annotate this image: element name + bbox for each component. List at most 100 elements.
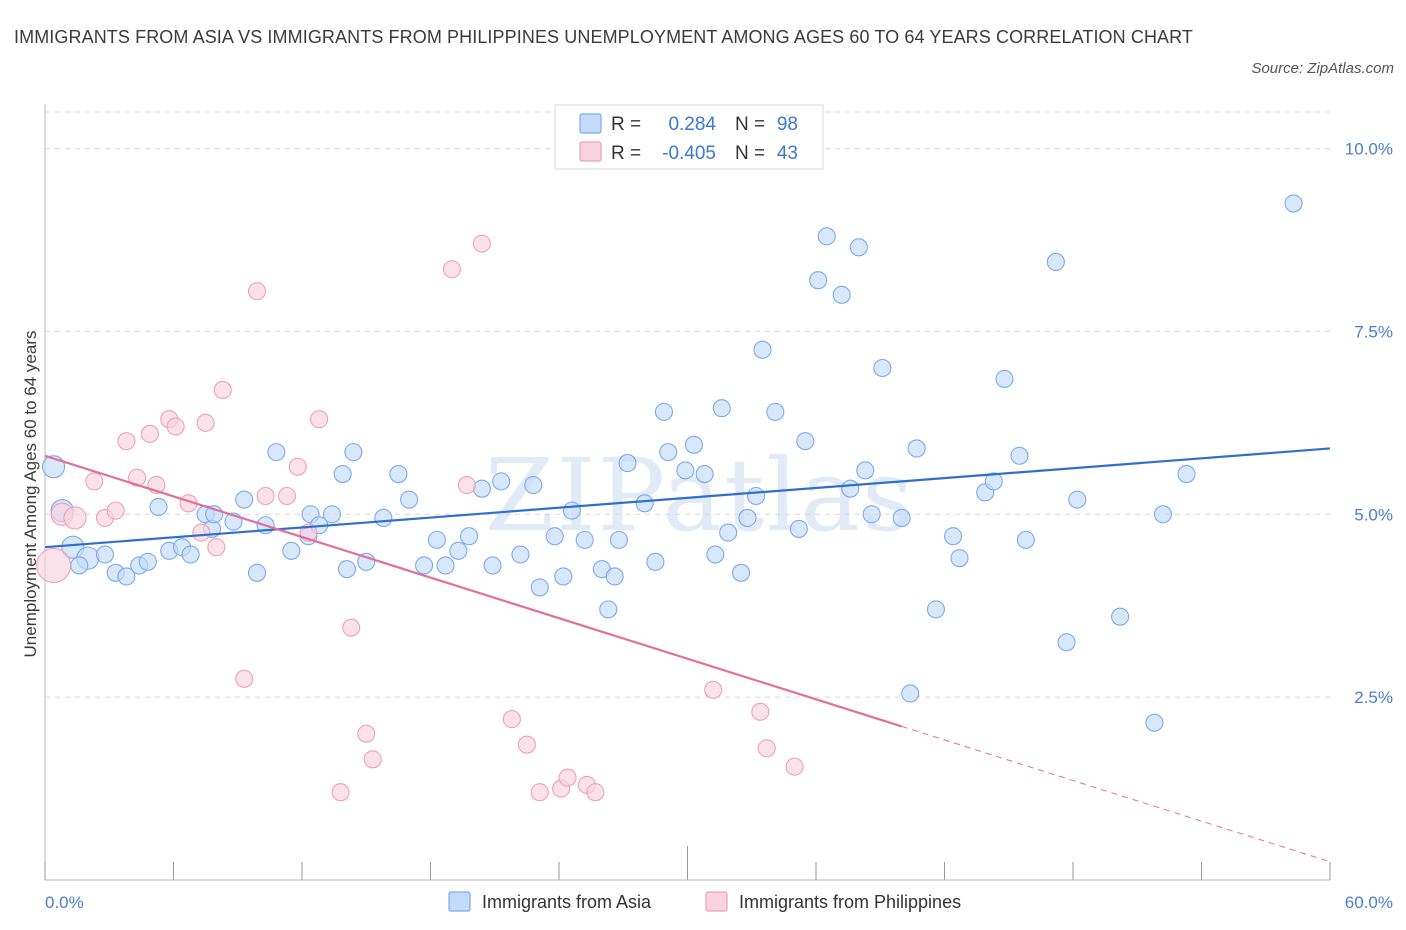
asia-point-45 [545, 527, 564, 546]
trend-line-asia [44, 447, 1331, 549]
asia-point-82 [926, 600, 945, 619]
philippines-point-39 [704, 680, 723, 699]
asia-point-57 [659, 443, 678, 462]
philippines-point-37 [586, 783, 605, 802]
asia-point-40 [483, 556, 502, 575]
asia-point-88 [1010, 446, 1029, 465]
asia-point-80 [901, 684, 920, 703]
asia-point-22 [282, 541, 301, 560]
philippines-point-20 [277, 486, 297, 506]
asia-point-27 [333, 465, 352, 484]
legend-r-value-asia: 0.284 [668, 114, 716, 135]
asia-point-68 [766, 402, 785, 421]
philippines-point-30 [472, 234, 491, 253]
asia-point-96 [1177, 465, 1196, 484]
asia-point-39 [472, 479, 491, 498]
x-tick-label-min: 0.0% [45, 893, 84, 912]
asia-point-72 [817, 227, 836, 246]
philippines-point-23 [310, 410, 329, 429]
philippines-point-18 [247, 282, 267, 301]
philippines-point-13 [192, 523, 211, 542]
source-credit: Source: ZipAtlas.com [1251, 60, 1394, 77]
legend-n-label-asia: N = [735, 114, 765, 135]
philippines-point-21 [288, 457, 307, 476]
asia-point-18 [235, 490, 254, 509]
asia-point-37 [449, 541, 468, 560]
asia-point-89 [1016, 530, 1035, 549]
philippines-point-32 [517, 735, 536, 754]
legend-r-label-philippines: R = [611, 143, 641, 164]
correlation-legend: R = 0.284 N = 98 R = -0.405 N = 43 [554, 104, 824, 170]
asia-point-46 [554, 567, 573, 586]
asia-point-83 [944, 527, 963, 546]
series-legend-swatch-philippines [705, 891, 728, 912]
philippines-point-16 [213, 380, 232, 399]
asia-point-61 [706, 545, 725, 564]
asia-point-70 [796, 432, 815, 451]
asia-point-81 [907, 439, 926, 458]
philippines-point-7 [128, 468, 147, 487]
philippines-point-17 [235, 669, 254, 688]
asia-point-26 [322, 505, 342, 524]
asia-point-74 [841, 479, 860, 498]
asia-point-97 [1284, 194, 1303, 213]
asia-point-87 [995, 369, 1014, 389]
philippines-point-19 [256, 486, 275, 506]
y-tick-label-2: 7.5% [1354, 322, 1393, 341]
asia-point-66 [746, 486, 766, 506]
asia-point-60 [695, 465, 714, 484]
asia-point-50 [599, 600, 618, 619]
asia-point-94 [1145, 713, 1164, 732]
asia-point-32 [389, 465, 408, 484]
asia-point-44 [530, 578, 549, 597]
asia-point-75 [849, 238, 868, 257]
asia-point-7 [117, 567, 136, 586]
axes [44, 104, 1331, 881]
asia-point-48 [575, 530, 594, 549]
series-legend-swatch-asia [448, 891, 471, 912]
asia-point-38 [459, 527, 479, 546]
asia-point-64 [731, 563, 751, 582]
asia-point-4 [70, 556, 89, 575]
legend-n-label-philippines: N = [735, 143, 765, 164]
asia-point-55 [646, 552, 665, 571]
asia-point-84 [950, 549, 969, 568]
asia-point-52 [609, 530, 629, 549]
x-tick-labels: 0.0% 60.0% [45, 893, 1393, 912]
asia-point-95 [1153, 505, 1172, 524]
asia-point-53 [618, 454, 637, 473]
asia-point-35 [427, 530, 446, 549]
philippines-point-2 [63, 506, 87, 530]
philippines-point-35 [558, 768, 577, 787]
series-legend: Immigrants from Asia Immigrants from Phi… [448, 891, 961, 912]
y-tick-label-1: 5.0% [1354, 505, 1393, 524]
asia-point-51 [605, 567, 624, 586]
philippines-point-15 [207, 538, 226, 557]
asia-point-47 [562, 501, 581, 520]
asia-point-54 [635, 494, 654, 513]
asia-point-33 [400, 490, 419, 509]
y-tick-label-0: 2.5% [1354, 688, 1393, 707]
asia-point-43 [524, 475, 543, 495]
asia-point-79 [892, 508, 911, 527]
asia-point-65 [738, 508, 757, 527]
asia-point-91 [1057, 633, 1076, 652]
asia-point-67 [753, 340, 772, 359]
philippines-point-40 [751, 702, 770, 721]
asia-point-86 [984, 472, 1003, 491]
asia-point-28 [337, 560, 357, 579]
philippines-point-6 [117, 432, 136, 451]
philippines-point-11 [166, 417, 185, 436]
asia-point-5 [95, 545, 115, 564]
asia-point-13 [181, 545, 200, 564]
asia-point-62 [712, 399, 731, 418]
asia-point-9 [138, 552, 157, 571]
asia-point-63 [719, 523, 738, 542]
philippines-point-3 [85, 472, 104, 491]
philippines-point-0 [36, 547, 72, 584]
asia-point-69 [789, 519, 808, 538]
philippines-point-14 [196, 413, 215, 432]
philippines-point-5 [106, 501, 125, 520]
asia-point-42 [511, 545, 530, 564]
chart-title: IMMIGRANTS FROM ASIA VS IMMIGRANTS FROM … [14, 27, 1194, 47]
